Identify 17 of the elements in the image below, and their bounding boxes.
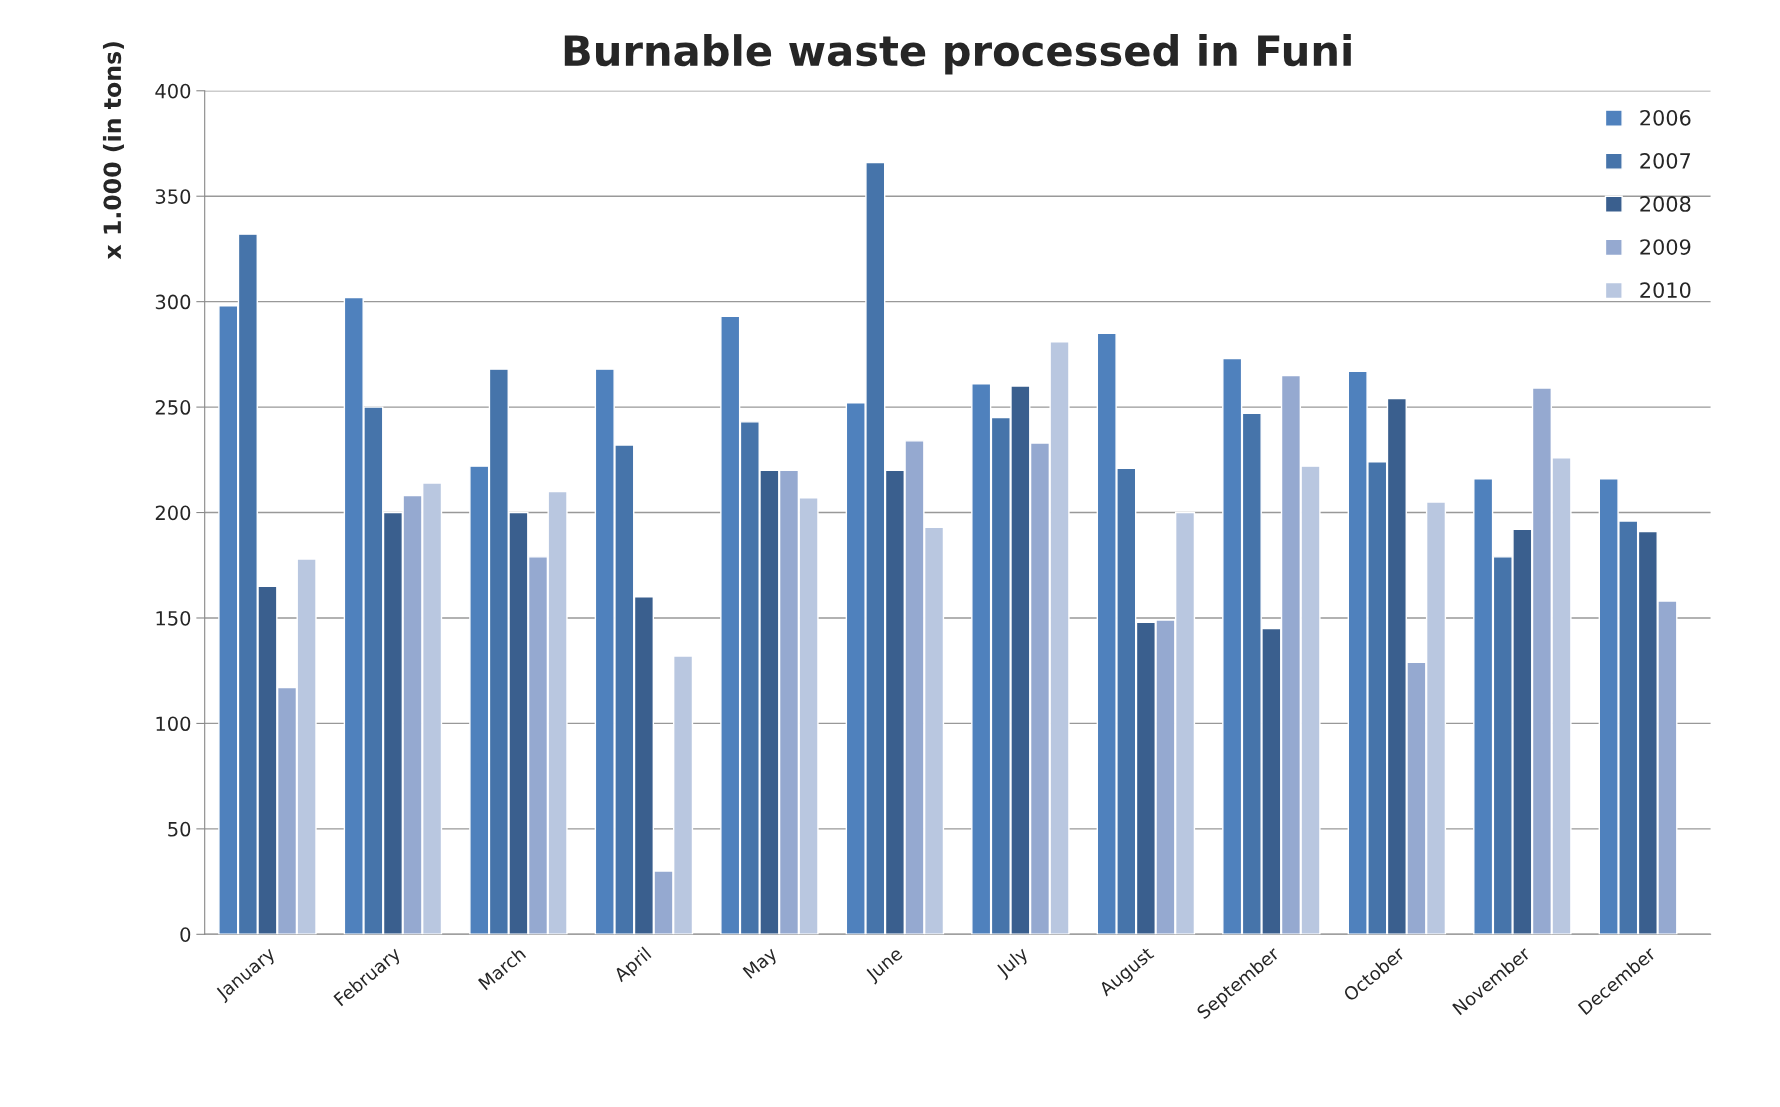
y-tick-label: 300 (155, 294, 191, 310)
chart-title: Burnable waste processed in Funi (564, 34, 1351, 75)
y-tick-label: 350 (155, 189, 191, 204)
y-tick-label: 400 (155, 83, 191, 99)
legend-label: 2007 (1640, 152, 1691, 169)
y-tick-label: 100 (156, 716, 191, 732)
y-tick-label: 50 (168, 821, 191, 837)
legend-label: 2006 (1640, 109, 1691, 126)
legend-label: 2009 (1640, 239, 1691, 255)
y-tick-label: 250 (155, 400, 191, 415)
legend-label: 2008 (1640, 196, 1691, 212)
y-tick-label: 200 (155, 505, 191, 521)
x-tick-label: May (742, 946, 781, 982)
y-tick-label: 150 (156, 610, 191, 626)
y-axis-title: x 1.000 (in tons) (102, 42, 124, 260)
y-tick-label: 0 (180, 927, 191, 942)
legend-label: 2010 (1640, 282, 1691, 298)
